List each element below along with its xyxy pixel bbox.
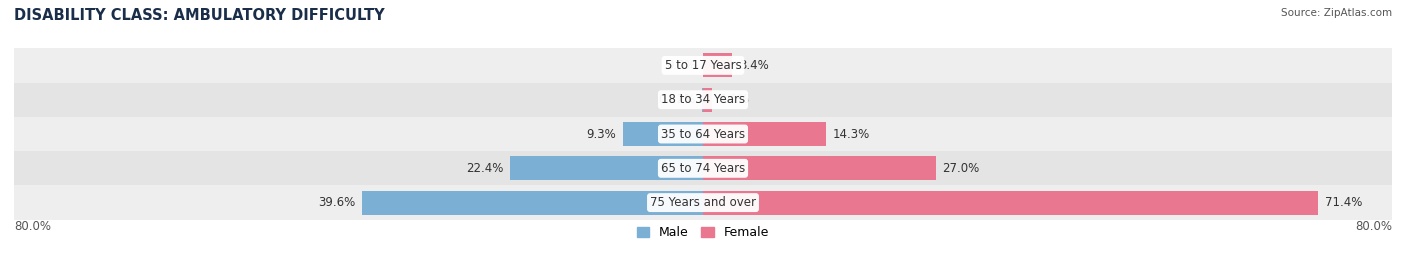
Text: 0.0%: 0.0%: [666, 59, 696, 72]
Bar: [703, 53, 733, 77]
Text: 35 to 64 Years: 35 to 64 Years: [661, 128, 745, 140]
Bar: [14, 117, 1392, 151]
Bar: [703, 88, 713, 112]
Bar: [623, 122, 703, 146]
Text: 75 Years and over: 75 Years and over: [650, 196, 756, 209]
Text: 22.4%: 22.4%: [465, 162, 503, 175]
Bar: [361, 191, 703, 215]
Text: 80.0%: 80.0%: [14, 220, 51, 233]
Bar: [703, 122, 827, 146]
Text: 18 to 34 Years: 18 to 34 Years: [661, 93, 745, 106]
Text: 71.4%: 71.4%: [1324, 196, 1362, 209]
Text: 65 to 74 Years: 65 to 74 Years: [661, 162, 745, 175]
Text: 3.4%: 3.4%: [740, 59, 769, 72]
Text: 27.0%: 27.0%: [942, 162, 980, 175]
Text: 1.1%: 1.1%: [720, 93, 749, 106]
Text: 0.12%: 0.12%: [658, 93, 695, 106]
Bar: [14, 185, 1392, 220]
Text: Source: ZipAtlas.com: Source: ZipAtlas.com: [1281, 8, 1392, 18]
Bar: [14, 48, 1392, 83]
Bar: [510, 156, 703, 180]
Bar: [14, 151, 1392, 185]
Text: DISABILITY CLASS: AMBULATORY DIFFICULTY: DISABILITY CLASS: AMBULATORY DIFFICULTY: [14, 8, 385, 23]
Text: 9.3%: 9.3%: [586, 128, 616, 140]
Text: 14.3%: 14.3%: [832, 128, 870, 140]
Bar: [703, 156, 935, 180]
Text: 39.6%: 39.6%: [318, 196, 356, 209]
Bar: [14, 83, 1392, 117]
Legend: Male, Female: Male, Female: [631, 221, 775, 244]
Text: 80.0%: 80.0%: [1355, 220, 1392, 233]
Bar: [703, 191, 1317, 215]
Text: 5 to 17 Years: 5 to 17 Years: [665, 59, 741, 72]
